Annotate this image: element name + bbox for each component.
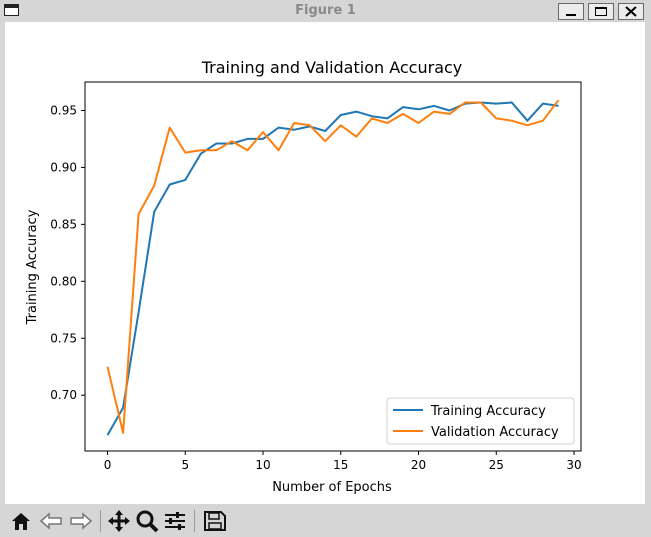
back-icon (39, 512, 62, 530)
legend-validation-label: Validation Accuracy (431, 425, 559, 440)
configure-subplots-icon (165, 512, 185, 530)
maximize-button[interactable] (588, 3, 614, 20)
home-icon (12, 513, 30, 530)
forward-icon (70, 512, 93, 530)
app-window-icon (4, 4, 19, 16)
x-tick-label: 30 (566, 458, 581, 472)
axes-frame (84, 81, 582, 452)
toolbar-separator (100, 510, 101, 532)
legend: Training Accuracy Validation Accuracy (386, 397, 575, 445)
legend-training-label: Training Accuracy (430, 404, 546, 419)
close-icon (625, 6, 637, 17)
zoom-button[interactable] (134, 509, 160, 533)
x-tick-label: 5 (181, 458, 189, 472)
y-tick-label: 0.90 (50, 160, 77, 174)
y-axis-label: Training Accuracy (25, 209, 40, 325)
minimize-button[interactable] (558, 3, 584, 20)
training-accuracy-line (106, 101, 559, 436)
x-tick-label: 15 (333, 458, 348, 472)
pan-icon (108, 510, 130, 532)
accuracy-chart: Training and Validation Accuracy 0 5 10 15 2… (25, 58, 582, 495)
y-tick-label: 0.95 (50, 103, 77, 117)
back-button[interactable] (38, 509, 64, 533)
configure-subplots-button[interactable] (162, 509, 188, 533)
x-axis-label: Number of Epochs (272, 480, 392, 495)
save-icon (204, 511, 226, 531)
chart-title: Training and Validation Accuracy (201, 58, 463, 77)
x-tick-label: 25 (489, 458, 504, 472)
forward-button[interactable] (68, 509, 94, 533)
y-axis: 0.70 0.75 0.80 0.85 0.90 0.95 (50, 103, 85, 402)
y-tick-label: 0.75 (50, 331, 77, 345)
close-button[interactable] (618, 3, 644, 20)
save-button[interactable] (202, 509, 228, 533)
validation-accuracy-line (106, 99, 560, 434)
window-title: Figure 1 (295, 3, 356, 18)
x-tick-label: 20 (411, 458, 426, 472)
plot-lines (106, 99, 560, 436)
toolbar-separator (194, 510, 195, 532)
zoom-icon (136, 510, 159, 533)
x-tick-label: 0 (104, 458, 112, 472)
pan-button[interactable] (106, 509, 132, 533)
x-axis: 0 5 10 15 20 25 30 (104, 451, 582, 472)
legend-box (386, 397, 575, 445)
maximize-icon (595, 7, 607, 16)
title-bar: Figure 1 (0, 0, 651, 22)
navigation-toolbar (0, 504, 651, 537)
y-tick-label: 0.85 (50, 217, 77, 231)
home-button[interactable] (8, 509, 34, 533)
minimize-icon (566, 14, 576, 16)
x-tick-label: 10 (255, 458, 270, 472)
y-tick-label: 0.70 (50, 388, 77, 402)
y-tick-label: 0.80 (50, 274, 77, 288)
figure-canvas[interactable]: Training and Validation Accuracy 0 5 10 15 2… (5, 22, 645, 504)
